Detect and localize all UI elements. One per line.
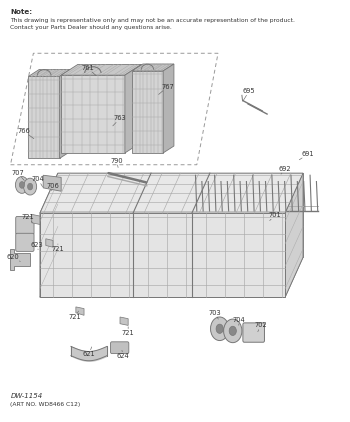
Polygon shape	[28, 76, 60, 158]
Text: 721: 721	[51, 244, 64, 252]
Polygon shape	[28, 70, 70, 76]
Polygon shape	[61, 75, 125, 153]
Text: Contact your Parts Dealer should any questions arise.: Contact your Parts Dealer should any que…	[10, 25, 172, 30]
Text: 623: 623	[31, 242, 44, 249]
Polygon shape	[60, 70, 70, 158]
Text: 766: 766	[17, 128, 34, 139]
Text: 704: 704	[233, 316, 246, 325]
Text: (ART NO. WD8466 C12): (ART NO. WD8466 C12)	[10, 402, 81, 406]
Polygon shape	[132, 71, 163, 153]
Polygon shape	[285, 173, 303, 297]
Polygon shape	[10, 249, 30, 270]
Text: 721: 721	[122, 327, 134, 336]
Polygon shape	[120, 317, 128, 325]
Polygon shape	[40, 173, 303, 213]
Text: 706: 706	[47, 183, 60, 191]
Circle shape	[216, 324, 223, 333]
Polygon shape	[58, 173, 303, 257]
Polygon shape	[40, 257, 303, 297]
Circle shape	[224, 319, 242, 343]
Text: 721: 721	[21, 214, 34, 222]
Text: 621: 621	[83, 347, 95, 357]
Text: 701: 701	[269, 212, 281, 221]
Polygon shape	[163, 64, 174, 153]
Text: DW-1154: DW-1154	[10, 393, 43, 399]
Text: Note:: Note:	[10, 9, 33, 15]
Polygon shape	[32, 214, 40, 225]
Text: 721: 721	[69, 311, 82, 320]
Circle shape	[23, 178, 37, 195]
Circle shape	[19, 181, 25, 188]
Circle shape	[15, 176, 28, 193]
Polygon shape	[76, 307, 84, 315]
Text: 707: 707	[12, 170, 24, 181]
Text: 702: 702	[254, 322, 267, 332]
Text: 620: 620	[7, 254, 20, 262]
Text: 692: 692	[279, 166, 291, 174]
Text: 767: 767	[159, 84, 174, 95]
Polygon shape	[132, 64, 174, 71]
Polygon shape	[125, 65, 141, 153]
Circle shape	[229, 326, 236, 335]
FancyBboxPatch shape	[243, 323, 265, 342]
Text: 624: 624	[117, 350, 130, 359]
Text: 704: 704	[32, 176, 45, 187]
Text: 703: 703	[209, 310, 221, 319]
Text: 790: 790	[110, 157, 123, 168]
Polygon shape	[46, 239, 53, 247]
Polygon shape	[40, 213, 285, 297]
Text: 691: 691	[299, 151, 314, 160]
Text: 761: 761	[81, 65, 96, 76]
Circle shape	[211, 317, 229, 341]
FancyBboxPatch shape	[16, 233, 34, 252]
Circle shape	[28, 183, 33, 190]
Text: 763: 763	[113, 116, 126, 126]
FancyBboxPatch shape	[16, 216, 34, 235]
Polygon shape	[40, 173, 58, 297]
Text: 695: 695	[243, 88, 256, 100]
FancyBboxPatch shape	[111, 342, 129, 354]
Text: This drawing is representative only and may not be an accurate representation of: This drawing is representative only and …	[10, 18, 295, 22]
Polygon shape	[61, 65, 141, 75]
Polygon shape	[43, 175, 61, 191]
